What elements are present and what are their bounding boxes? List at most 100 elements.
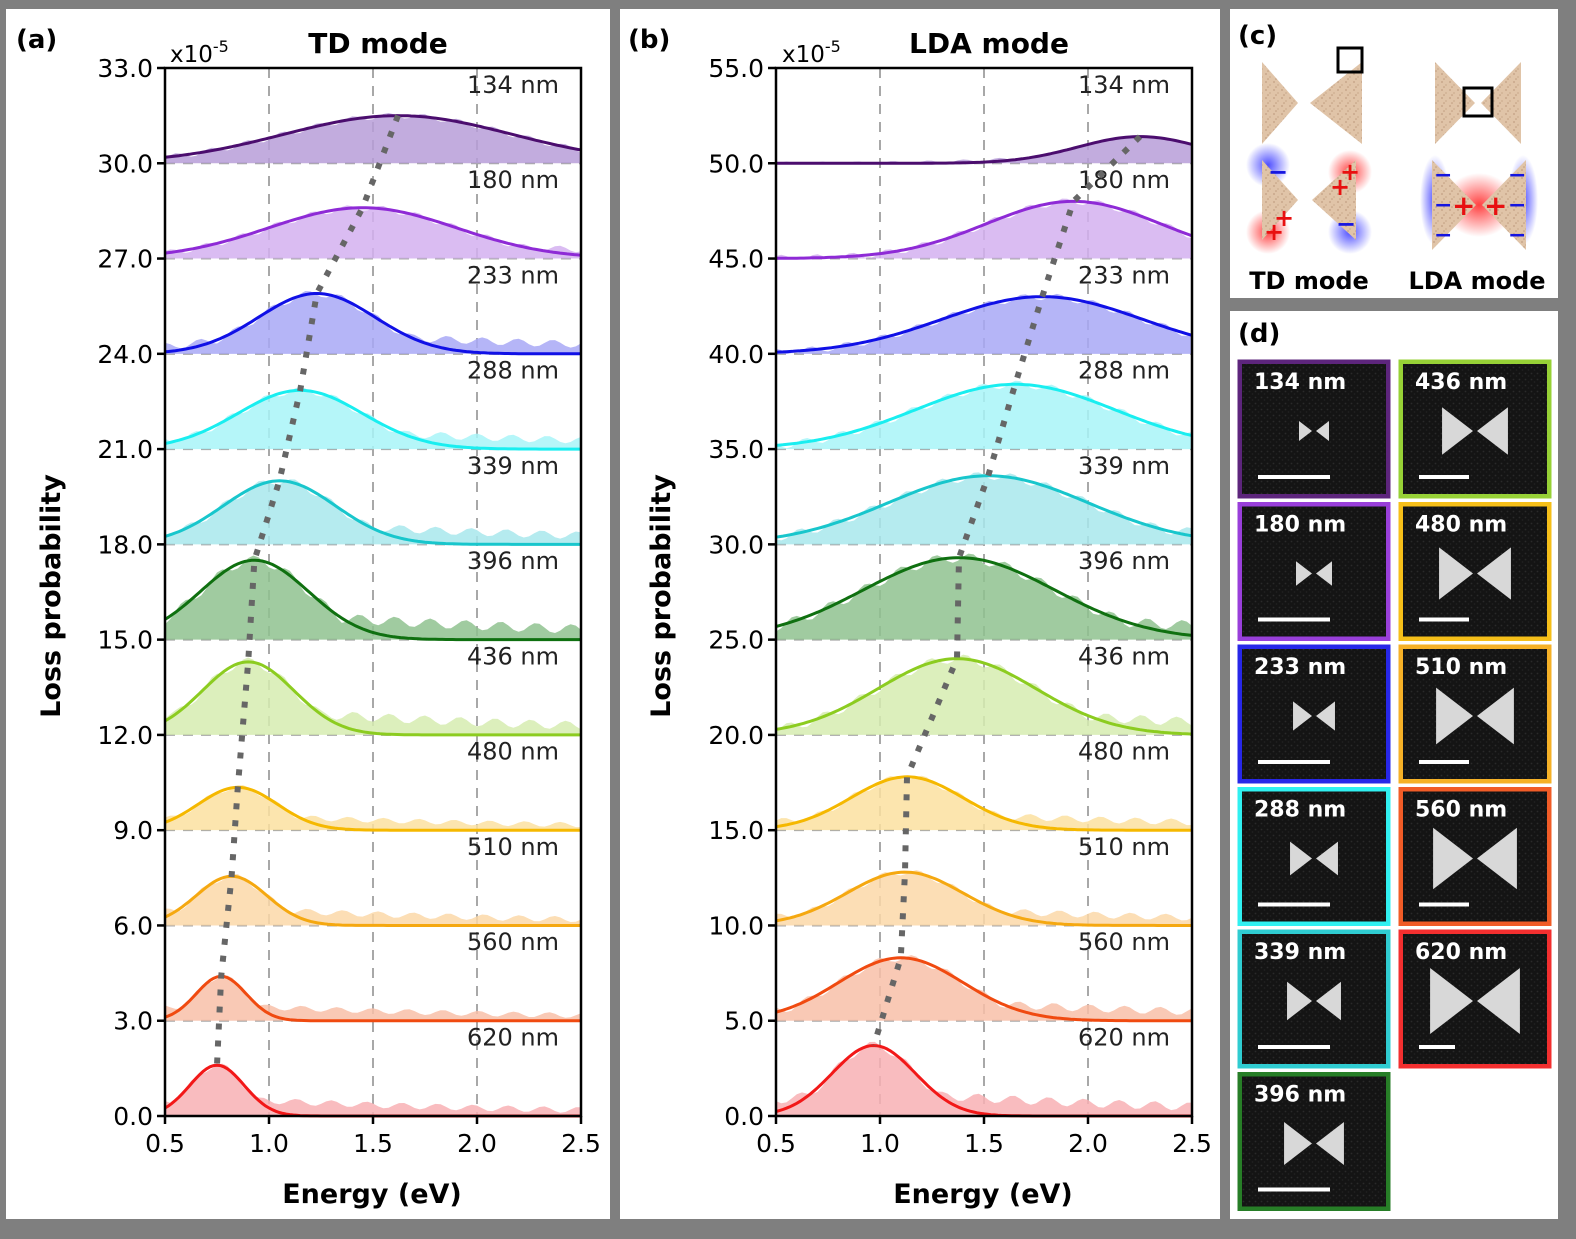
spectrum-area: [776, 135, 1192, 164]
gaussian-fit-line: [775, 199, 1193, 260]
thumbnail-233-nm: 233 nm: [1237, 644, 1391, 784]
sem-image: [1242, 364, 1386, 494]
td-charge-left-triangle: [1262, 160, 1298, 240]
series-label: 396 nm: [1078, 547, 1170, 575]
spectrum-area: [165, 291, 581, 354]
thumbnail-border: [1398, 502, 1552, 641]
series-label: 180 nm: [1078, 166, 1170, 194]
lda-mode-caption: LDA mode: [1408, 267, 1545, 295]
y-tick-label: 10.0: [708, 911, 764, 940]
panel-d-label: (d): [1238, 319, 1280, 349]
lda-charge-left-triangle: [1432, 160, 1476, 250]
bowtie-right: [1316, 701, 1335, 731]
bowtie-right: [1477, 687, 1514, 745]
bowtie-right: [1477, 968, 1520, 1034]
lda-charge-right-triangle: [1482, 160, 1526, 250]
x-tick-label: 1.0: [249, 1129, 289, 1158]
y-tick-label: 33.0: [97, 54, 153, 83]
sem-image: [1403, 791, 1547, 922]
y-tick-label: 12.0: [97, 721, 153, 750]
series-label: 288 nm: [1078, 357, 1170, 385]
bowtie-left: [1290, 841, 1312, 876]
thumbnail-288-nm: 288 nm: [1237, 787, 1391, 926]
y-tick-label: 0.0: [113, 1102, 153, 1131]
x-tick-label: 0.5: [145, 1129, 185, 1158]
spectrum-area: [165, 1063, 581, 1116]
gaussian-fit-line: [775, 556, 1193, 637]
sem-image: [1242, 791, 1386, 922]
panel-b-multiplier: x10-5: [782, 37, 841, 68]
thumbnail-label: 180 nm: [1254, 513, 1346, 538]
td-charge-diagram: − + + + + −: [1246, 143, 1372, 254]
bowtie-right: [1316, 981, 1341, 1021]
panel-a-plot: 134 nm 180 nm 233 nm 288 nm 339 nm 396 nm 436 …: [97, 54, 601, 1158]
minus-charge-icon: −: [1508, 193, 1526, 218]
thumbnail-510-nm: 510 nm: [1398, 644, 1552, 784]
thumbnail-label: 288 nm: [1254, 798, 1346, 823]
y-tick-label: 18.0: [97, 530, 153, 559]
y-tick-label: 5.0: [724, 1007, 764, 1036]
spectrum-area: [776, 198, 1192, 259]
series-label: 620 nm: [467, 1023, 559, 1051]
thumbnail-560-nm: 560 nm: [1398, 787, 1552, 926]
spectrum-area: [776, 380, 1192, 450]
scale-bar: [1258, 1187, 1330, 1192]
td-charge-right-triangle: [1312, 160, 1356, 240]
td-glow-blue-left: [1246, 143, 1290, 187]
spectrum-area: [165, 657, 581, 735]
series-label: 233 nm: [1078, 261, 1170, 289]
sem-image: [1242, 506, 1386, 637]
sem-image: [1403, 364, 1547, 494]
bowtie-right: [1316, 1122, 1344, 1165]
spectrum-area: [776, 1041, 1192, 1116]
spectrum-area: [165, 205, 581, 259]
peak-trend-line: [214, 114, 401, 1066]
series-label: 480 nm: [467, 738, 559, 766]
thumbnail-label: 233 nm: [1254, 655, 1346, 680]
td-bowtie-left-triangle: [1262, 62, 1298, 144]
thumbnail-label: 480 nm: [1415, 513, 1507, 538]
lda-bowtie-left-triangle: [1435, 62, 1475, 144]
td-detection-box: [1336, 46, 1364, 74]
thumbnail-border: [1398, 359, 1552, 499]
gaussian-fit-line: [164, 292, 581, 356]
panel-c: (c) − + + + + −: [1238, 21, 1546, 295]
thumbnail-label: 396 nm: [1254, 1083, 1346, 1108]
scale-bar: [1419, 1045, 1455, 1049]
bowtie-right: [1316, 561, 1332, 586]
x-tick-label: 1.5: [964, 1129, 1004, 1158]
thumbnail-396-nm: 396 nm: [1237, 1072, 1391, 1211]
gaussian-fit-line: [775, 956, 1192, 1023]
lda-bowtie-diagram: [1435, 62, 1521, 144]
minus-charge-icon: −: [1434, 193, 1452, 218]
lda-bowtie-right-triangle: [1481, 62, 1521, 144]
series-label: 436 nm: [467, 642, 559, 670]
scale-bar: [1258, 902, 1330, 907]
bowtie-right: [1316, 421, 1329, 441]
bowtie-left: [1430, 968, 1473, 1034]
thumbnail-border: [1398, 644, 1552, 784]
panel-b-plot: 134 nm 180 nm 233 nm 288 nm 339 nm 396 nm 436 …: [708, 54, 1212, 1158]
y-tick-label: 55.0: [708, 54, 764, 83]
thumbnail-label: 560 nm: [1415, 798, 1507, 823]
gaussian-fit-line: [164, 974, 581, 1023]
x-tick-label: 2.0: [1068, 1129, 1108, 1158]
thumbnail-border: [1237, 1072, 1391, 1211]
thumbnail-border: [1398, 787, 1552, 926]
bowtie-left: [1442, 407, 1473, 455]
minus-charge-icon: −: [1508, 163, 1526, 188]
series-label: 180 nm: [467, 166, 559, 194]
y-tick-label: 35.0: [708, 435, 764, 464]
panel-b-ylabel: Loss probability: [646, 474, 677, 718]
spectrum-area: [776, 870, 1192, 926]
minus-charge-icon: −: [1268, 158, 1288, 186]
scale-bar: [1419, 760, 1469, 764]
td-bowtie-right-triangle: [1310, 62, 1362, 144]
y-tick-label: 20.0: [708, 721, 764, 750]
panel-a: (a) TD mode x10-5 Energy (eV) Loss proba…: [16, 25, 601, 1210]
gaussian-fit-line: [164, 388, 581, 451]
thumbnail-border: [1237, 787, 1391, 926]
thumbnail-label: 436 nm: [1415, 370, 1507, 395]
y-tick-label: 9.0: [113, 816, 153, 845]
